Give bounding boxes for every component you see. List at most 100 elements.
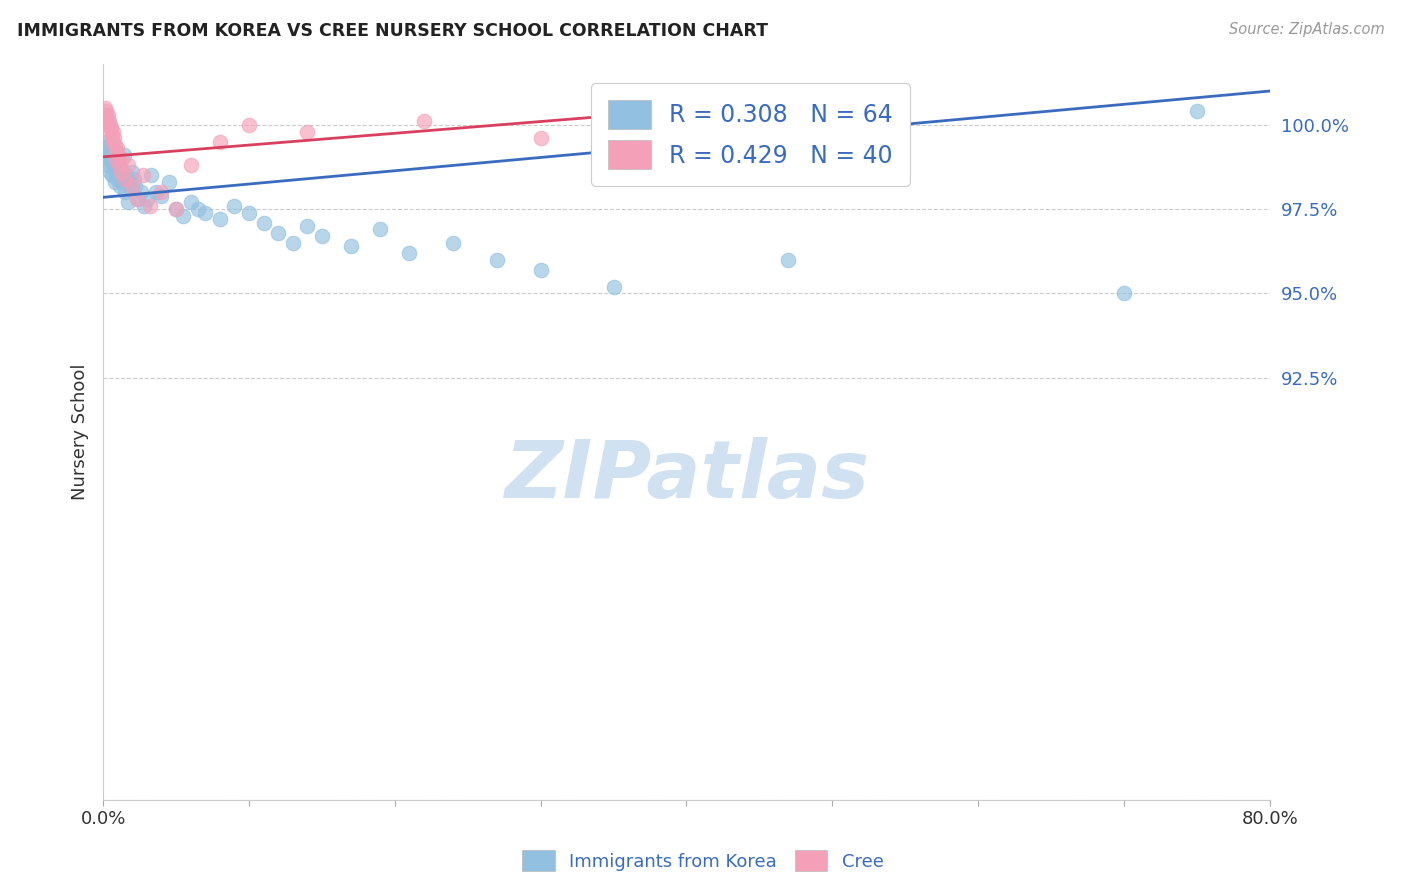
Point (98, 124, 121, 138)
Point (180, 195, 202, 210)
Point (108, 178, 131, 193)
Y-axis label: Nursery School: Nursery School (72, 364, 89, 500)
Point (105, 145, 128, 159)
Text: ZIPatlas: ZIPatlas (503, 437, 869, 515)
Point (132, 199, 155, 213)
Text: Source: ZipAtlas.com: Source: ZipAtlas.com (1229, 22, 1385, 37)
Legend: Immigrants from Korea, Cree: Immigrants from Korea, Cree (515, 843, 891, 879)
Point (104, 145, 127, 159)
Point (98, 165, 121, 179)
Point (122, 171, 145, 186)
Point (778, 252, 800, 267)
Point (96, 118, 118, 132)
Point (238, 118, 260, 132)
Point (675, 108, 697, 122)
Point (120, 182, 142, 196)
Point (94, 141, 117, 155)
Point (100, 121, 122, 136)
Point (208, 212, 231, 227)
Point (704, 121, 727, 136)
Point (1185, 104, 1208, 119)
Point (398, 246, 420, 260)
Point (103, 131, 125, 145)
Point (252, 216, 274, 230)
Point (208, 135, 231, 149)
Point (111, 175, 134, 189)
Point (690, 111, 713, 125)
Point (129, 186, 152, 200)
Point (529, 263, 551, 277)
Point (103, 148, 125, 162)
Point (96, 158, 118, 172)
Point (125, 192, 148, 206)
Text: IMMIGRANTS FROM KOREA VS CREE NURSERY SCHOOL CORRELATION CHART: IMMIGRANTS FROM KOREA VS CREE NURSERY SC… (17, 22, 768, 40)
Point (121, 178, 143, 193)
Point (97, 108, 120, 122)
Point (96, 148, 118, 162)
Point (180, 158, 202, 172)
Point (115, 169, 138, 183)
Point (267, 226, 290, 240)
Point (139, 199, 162, 213)
Point (368, 222, 391, 236)
Point (94, 152, 117, 166)
Point (108, 158, 131, 172)
Point (94, 101, 117, 115)
Point (529, 131, 551, 145)
Point (103, 124, 125, 138)
Point (238, 205, 260, 219)
Point (100, 152, 122, 166)
Point (145, 186, 167, 200)
Point (107, 152, 129, 166)
Point (224, 199, 246, 213)
Point (150, 188, 173, 202)
Point (100, 118, 122, 132)
Point (94, 104, 117, 119)
Point (124, 178, 146, 193)
Point (94, 135, 117, 149)
Point (97, 145, 120, 159)
Legend: R = 0.308   N = 64, R = 0.429   N = 40: R = 0.308 N = 64, R = 0.429 N = 40 (592, 83, 910, 186)
Point (107, 148, 129, 162)
Point (97, 138, 120, 153)
Point (96, 111, 118, 125)
Point (118, 175, 141, 189)
Point (297, 124, 319, 138)
Point (340, 239, 363, 253)
Point (101, 128, 124, 142)
Point (602, 279, 624, 293)
Point (131, 169, 153, 183)
Point (682, 104, 704, 119)
Point (101, 135, 124, 149)
Point (101, 169, 124, 183)
Point (103, 161, 125, 176)
Point (114, 171, 136, 186)
Point (104, 138, 127, 153)
Point (105, 171, 128, 186)
Point (1112, 286, 1135, 301)
Point (107, 165, 129, 179)
Point (117, 158, 139, 172)
Point (141, 169, 163, 183)
Point (110, 161, 132, 176)
Point (101, 154, 124, 169)
Point (281, 235, 304, 250)
Point (311, 229, 333, 244)
Point (121, 165, 143, 179)
Point (104, 175, 127, 189)
Point (105, 141, 128, 155)
Point (441, 235, 464, 250)
Point (93, 108, 115, 122)
Point (165, 202, 187, 216)
Point (172, 209, 194, 223)
Point (105, 152, 128, 166)
Point (297, 219, 319, 233)
Point (187, 202, 209, 216)
Point (100, 141, 122, 155)
Point (112, 148, 135, 162)
Point (117, 195, 139, 210)
Point (127, 192, 149, 206)
Point (135, 192, 157, 206)
Point (150, 186, 173, 200)
Point (114, 186, 136, 200)
